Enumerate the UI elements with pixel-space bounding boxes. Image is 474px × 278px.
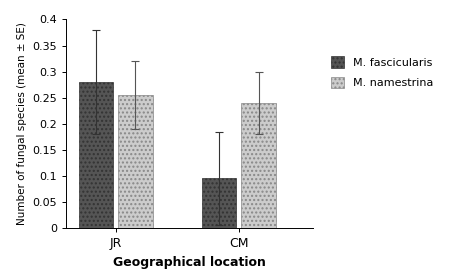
Y-axis label: Number of fungal species (mean ± SE): Number of fungal species (mean ± SE) [17,22,27,225]
Bar [118,95,153,228]
Legend: M. fascicularis, M. namestrina: M. fascicularis, M. namestrina [331,56,433,88]
Bar [202,178,237,228]
Bar [79,82,113,228]
Bar [241,103,276,228]
X-axis label: Geographical location: Geographical location [113,255,266,269]
